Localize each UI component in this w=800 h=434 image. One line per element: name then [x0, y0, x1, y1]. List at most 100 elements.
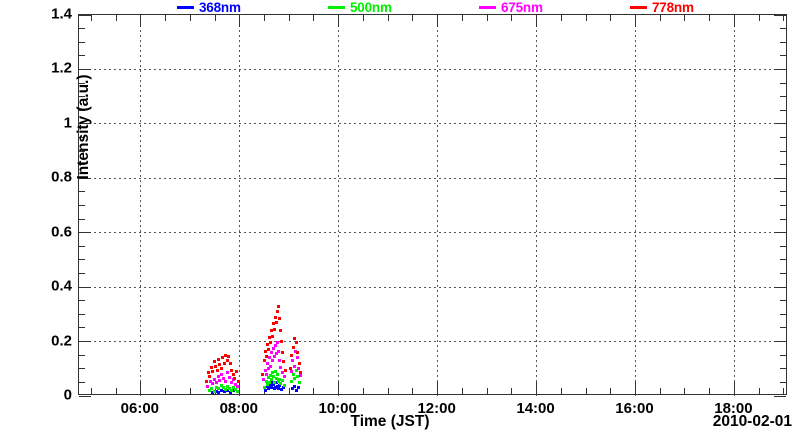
y-tick-minor	[780, 368, 786, 370]
data-point-675nm	[268, 364, 272, 368]
x-tick-major	[338, 382, 340, 394]
legend-label: 368nm	[199, 0, 241, 15]
y-tick-major	[79, 395, 91, 397]
data-point-675nm	[280, 371, 284, 375]
y-tick-minor	[780, 109, 786, 111]
data-point-368nm	[296, 386, 300, 390]
x-tick-major	[239, 15, 241, 27]
data-point-500nm	[273, 370, 277, 373]
data-point-778nm	[277, 316, 281, 320]
x-tick-minor	[560, 15, 562, 21]
data-point-500nm	[267, 380, 271, 384]
x-tick-minor	[362, 388, 364, 394]
y-tick-major	[774, 395, 786, 397]
x-tick-major	[634, 15, 636, 27]
data-point-778nm	[233, 376, 237, 380]
data-point-500nm	[269, 378, 273, 382]
y-tick-minor	[79, 327, 85, 329]
data-point-368nm	[217, 391, 221, 395]
y-tick-minor	[780, 273, 786, 275]
gridline-horizontal	[79, 68, 788, 70]
x-tick-major	[733, 382, 735, 394]
x-tick-minor	[214, 15, 216, 21]
x-tick-minor	[387, 388, 389, 394]
data-point-675nm	[267, 356, 271, 360]
y-tick-label: 0	[63, 386, 72, 404]
gridline-vertical	[140, 15, 142, 396]
x-tick-minor	[115, 15, 117, 21]
x-tick-minor	[288, 15, 290, 21]
x-tick-minor	[684, 15, 686, 21]
x-tick-label: 16:00	[615, 400, 654, 417]
data-point-778nm	[237, 379, 241, 383]
data-points-layer	[79, 15, 786, 395]
data-point-675nm	[234, 383, 238, 387]
data-point-675nm	[224, 379, 228, 383]
data-point-778nm	[214, 364, 218, 368]
data-point-675nm	[277, 359, 281, 363]
data-point-778nm	[266, 348, 270, 352]
data-point-675nm	[216, 375, 220, 379]
x-tick-minor	[511, 388, 513, 394]
y-tick-minor	[780, 313, 786, 315]
data-point-675nm	[208, 379, 212, 383]
y-tick-major	[774, 68, 786, 70]
data-point-500nm	[224, 387, 228, 391]
data-point-675nm	[230, 381, 234, 385]
data-point-500nm	[262, 386, 266, 390]
x-tick-minor	[165, 388, 167, 394]
data-point-500nm	[275, 373, 279, 377]
data-point-500nm	[228, 387, 232, 391]
data-point-675nm	[218, 378, 222, 382]
y-tick-minor	[780, 55, 786, 57]
y-tick-major	[774, 286, 786, 288]
data-point-778nm	[262, 359, 266, 363]
data-point-778nm	[297, 361, 301, 365]
data-point-500nm	[272, 381, 276, 385]
x-tick-minor	[313, 388, 315, 394]
data-point-500nm	[290, 379, 294, 383]
data-point-778nm	[283, 368, 287, 372]
data-point-368nm	[267, 382, 271, 386]
gridline-vertical	[239, 15, 241, 396]
data-point-675nm	[291, 359, 295, 363]
y-tick-major	[774, 232, 786, 234]
data-point-368nm	[277, 383, 281, 387]
data-point-778nm	[216, 357, 220, 361]
x-tick-major	[536, 15, 538, 27]
data-point-500nm	[222, 386, 226, 390]
data-point-368nm	[229, 390, 233, 394]
y-tick-minor	[780, 245, 786, 247]
x-tick-minor	[684, 388, 686, 394]
x-tick-major	[634, 382, 636, 394]
x-tick-minor	[659, 388, 661, 394]
x-tick-minor	[263, 388, 265, 394]
data-point-500nm	[278, 382, 282, 386]
data-point-368nm	[266, 386, 270, 390]
gridline-horizontal	[79, 341, 788, 343]
data-point-778nm	[205, 379, 209, 383]
data-point-675nm	[263, 368, 267, 372]
gridline-vertical	[338, 15, 340, 396]
y-tick-label: 1	[63, 114, 72, 132]
data-point-778nm	[228, 362, 232, 366]
data-point-778nm	[293, 337, 297, 341]
legend-swatch-icon	[328, 5, 345, 9]
data-point-778nm	[281, 360, 285, 364]
data-point-500nm	[266, 375, 270, 379]
data-point-675nm	[297, 367, 301, 371]
data-point-500nm	[207, 388, 211, 392]
gridline-vertical	[536, 15, 538, 396]
data-point-675nm	[206, 384, 210, 388]
data-point-500nm	[264, 379, 268, 383]
x-tick-minor	[659, 15, 661, 21]
y-tick-minor	[79, 313, 85, 315]
data-point-778nm	[215, 368, 219, 372]
data-point-778nm	[209, 365, 213, 369]
y-tick-minor	[79, 28, 85, 30]
y-tick-label: 0.6	[51, 223, 72, 241]
y-tick-minor	[780, 259, 786, 261]
data-point-675nm	[228, 375, 232, 379]
data-point-368nm	[269, 386, 273, 390]
data-point-500nm	[210, 386, 214, 390]
